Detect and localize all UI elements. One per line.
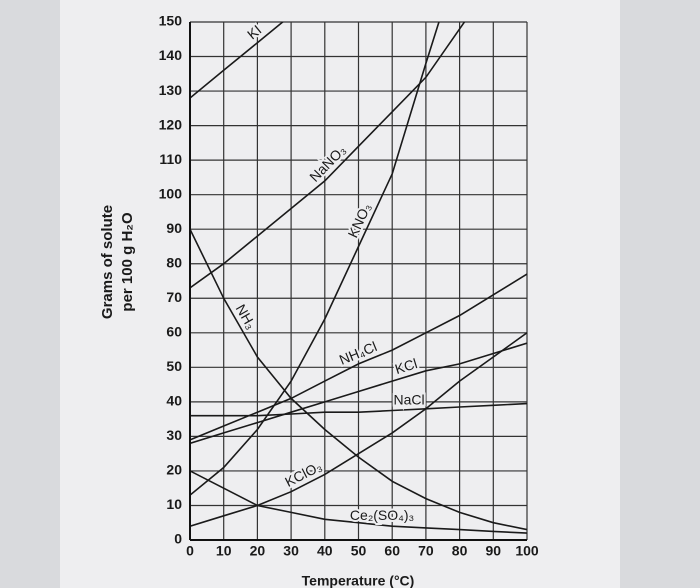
curve <box>190 470 527 534</box>
x-tick-label: 50 <box>351 543 367 559</box>
y-tick-label: 20 <box>166 462 182 478</box>
y-tick-label: 0 <box>174 531 182 547</box>
y-tick-label: 130 <box>159 82 183 98</box>
y-tick-label: 40 <box>166 393 182 409</box>
y-tick-label: 10 <box>166 496 182 512</box>
y-tick-label: 80 <box>166 254 182 270</box>
curve <box>190 342 527 445</box>
x-tick-label: 30 <box>283 543 299 559</box>
curve <box>190 273 527 441</box>
x-tick-label: 0 <box>186 543 194 559</box>
x-tick-label: 70 <box>418 543 434 559</box>
y-tick-label: 50 <box>166 358 182 374</box>
x-tick-label: 100 <box>515 543 539 559</box>
x-tick-label: 60 <box>384 543 400 559</box>
y-axis-label-line: Grams of solute <box>99 205 116 319</box>
curve <box>190 22 440 496</box>
y-tick-label: 90 <box>166 220 182 236</box>
y-tick-label: 110 <box>159 151 182 167</box>
x-tick-label: 40 <box>317 543 333 559</box>
curve-label: Ce₂(SO₄)₃ <box>350 507 414 523</box>
y-tick-label: 70 <box>166 289 182 305</box>
y-axis-label-line: per 100 g H₂O <box>119 212 136 312</box>
x-tick-label: 80 <box>452 543 468 559</box>
y-tick-label: 30 <box>166 427 182 443</box>
curve <box>190 402 527 417</box>
y-axis-label: Grams of solute per 100 g H₂O <box>99 205 136 319</box>
curve <box>190 228 527 531</box>
curve <box>190 22 466 289</box>
x-tick-label: 10 <box>216 543 232 559</box>
x-tick-label: 90 <box>486 543 502 559</box>
paper <box>60 0 620 588</box>
curve <box>190 332 527 527</box>
y-tick-label: 150 <box>159 13 183 29</box>
y-tick-label: 60 <box>166 324 182 340</box>
x-tick-label: 20 <box>250 543 266 559</box>
y-tick-label: 140 <box>159 47 183 63</box>
y-tick-label: 100 <box>159 185 183 201</box>
curves <box>190 22 527 534</box>
curve <box>190 22 284 99</box>
x-axis-label: Temperature (°C) <box>302 573 415 588</box>
curve-label: NaCl <box>393 391 424 407</box>
y-tick-label: 120 <box>159 116 183 132</box>
